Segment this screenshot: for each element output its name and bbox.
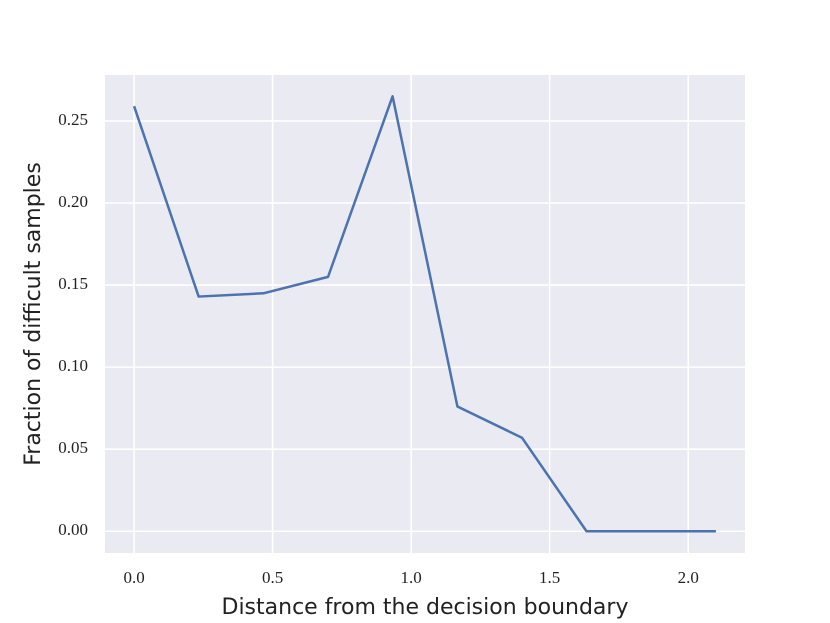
x-tick-label: 1.5 — [539, 568, 560, 587]
grid — [105, 75, 745, 553]
y-tick-label: 0.20 — [58, 192, 88, 211]
data-line — [132, 95, 716, 533]
x-axis-label: Distance from the decision boundary — [222, 595, 629, 620]
x-tick-label: 0.0 — [123, 568, 144, 587]
plot-area — [105, 75, 745, 553]
marks — [132, 95, 716, 533]
y-tick-label: 0.15 — [58, 274, 88, 293]
y-tick-label: 0.25 — [58, 110, 88, 129]
y-tick-label: 0.05 — [58, 438, 88, 457]
y-tick-label: 0.10 — [58, 356, 88, 375]
y-tick-label: 0.00 — [58, 520, 88, 539]
y-axis-label: Fraction of difficult samples — [21, 162, 46, 466]
x-tick-label: 1.0 — [401, 568, 422, 587]
x-tick-label: 2.0 — [678, 568, 699, 587]
x-tick-label: 0.5 — [262, 568, 283, 587]
